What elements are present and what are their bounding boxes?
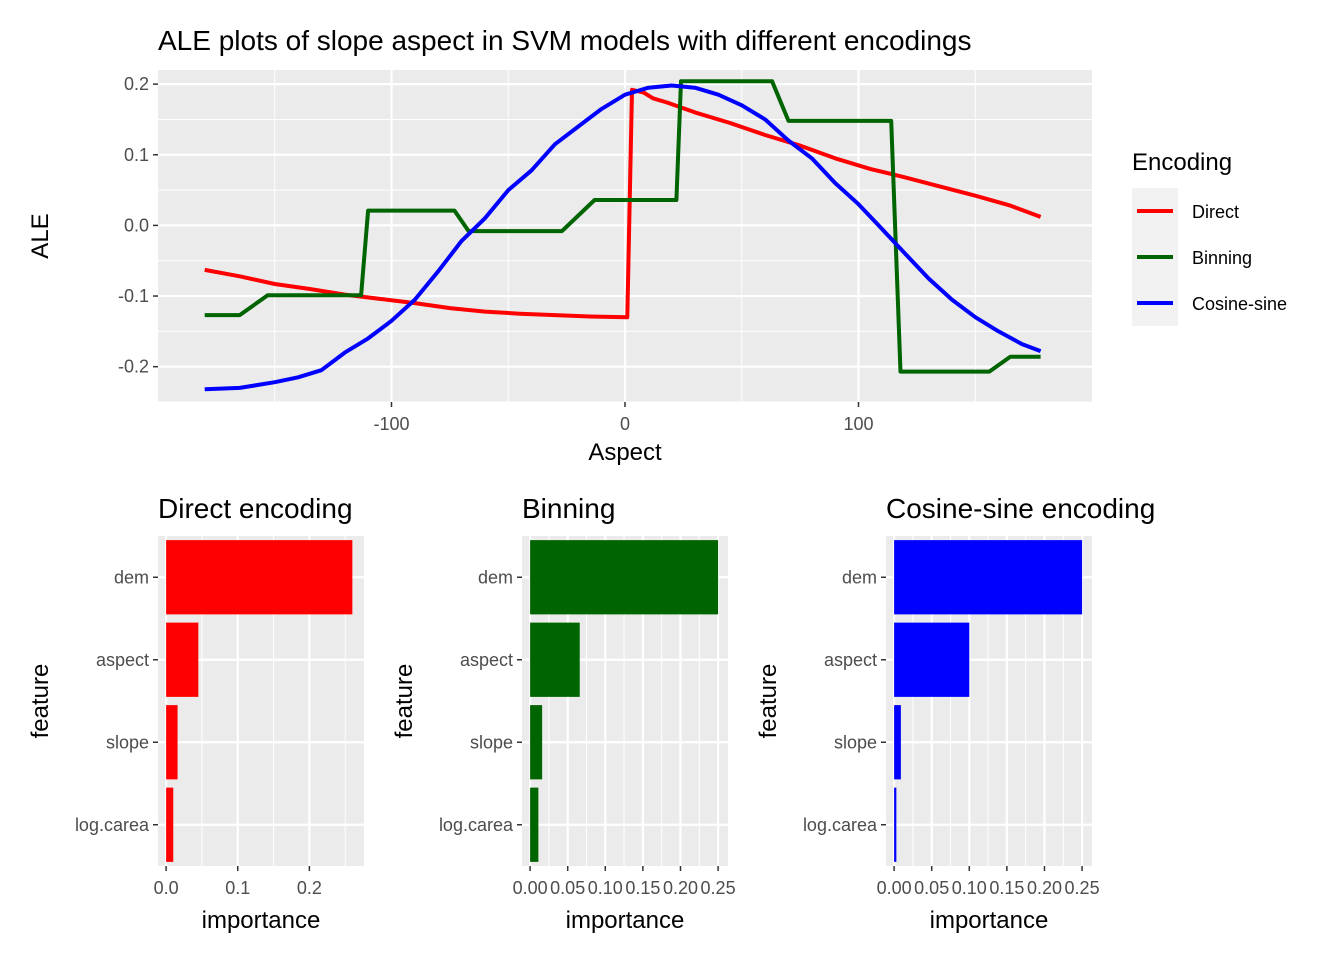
y-tick-label: log.carea	[75, 815, 150, 835]
y-tick-label: aspect	[96, 650, 149, 670]
legend-label-binning: Binning	[1192, 248, 1252, 268]
x-tick-label: 0.2	[297, 878, 322, 898]
series-line-cosine-sine	[204, 83, 1042, 392]
x-tick-label: 0.15	[989, 878, 1024, 898]
x-tick-label: 0.0	[154, 878, 179, 898]
x-tick-label: 0.20	[1027, 878, 1062, 898]
x-tick-label: 100	[843, 414, 873, 434]
panel-title: Binning	[522, 493, 615, 524]
x-tick-label: 0.05	[914, 878, 949, 898]
y-tick-label: 0.1	[124, 145, 149, 165]
y-tick-label: -0.1	[118, 286, 149, 306]
bar-aspect	[166, 622, 199, 697]
legend-title: Encoding	[1132, 149, 1232, 176]
legend-label-cosine-sine: Cosine-sine	[1192, 294, 1287, 314]
y-axis-label: feature	[391, 664, 418, 739]
x-tick-label: 0.00	[877, 878, 912, 898]
y-axis-label: ALE	[27, 213, 54, 258]
bar-dem	[894, 540, 1083, 615]
y-axis-label: feature	[755, 664, 782, 739]
y-tick-label: log.carea	[439, 815, 514, 835]
bar-slope	[530, 705, 543, 780]
y-tick-label: log.carea	[803, 815, 878, 835]
x-tick-label: 0.25	[701, 878, 736, 898]
panel-title: Cosine-sine encoding	[886, 493, 1155, 524]
x-axis-label: Aspect	[588, 439, 662, 466]
x-tick-label: 0.20	[663, 878, 698, 898]
legend-label-direct: Direct	[1192, 202, 1239, 222]
x-axis-label: importance	[202, 907, 321, 934]
x-tick-label: 0.10	[588, 878, 623, 898]
bar-log-carea	[166, 787, 174, 862]
y-tick-label: slope	[470, 732, 513, 752]
y-tick-label: slope	[834, 732, 877, 752]
ale-panel: -100 0 100 -0.2 -0.1 0.0 0.1 0.2 ALE plots of sl…	[27, 25, 1092, 466]
y-tick-label: aspect	[824, 650, 877, 670]
y-tick-label: aspect	[460, 650, 513, 670]
x-tick-label: 0.05	[550, 878, 585, 898]
y-tick-label: -0.2	[118, 357, 149, 377]
bar-slope	[166, 705, 178, 780]
bar-aspect	[894, 622, 970, 697]
x-tick-label: 0.00	[513, 878, 548, 898]
x-axis-label: importance	[930, 907, 1049, 934]
bar-dem	[530, 540, 719, 615]
importance-panel-cosine-sine: 0.00 0.05 0.10 0.15 0.20 0.25 dem aspect slope lo…	[755, 493, 1155, 934]
x-tick-label: 0.1	[225, 878, 250, 898]
x-tick-label: 0.15	[625, 878, 660, 898]
y-tick-label: 0.0	[124, 215, 149, 235]
panel-title: Direct encoding	[158, 493, 353, 524]
bar-log-carea	[894, 787, 897, 862]
legend: Encoding Direct Binning Cosine-sine	[1132, 149, 1287, 326]
x-axis-label: importance	[566, 907, 685, 934]
x-tick-label: 0	[620, 414, 630, 434]
bar-aspect	[530, 622, 580, 697]
importance-panel-direct: 0.0 0.1 0.2 dem aspect slope log.carea Direct e…	[27, 493, 364, 934]
bar-log-carea	[530, 787, 539, 862]
y-tick-label: 0.2	[124, 74, 149, 94]
y-tick-label: slope	[106, 732, 149, 752]
series-line-binning	[204, 79, 1041, 374]
importance-panel-binning: 0.00 0.05 0.10 0.15 0.20 0.25 dem aspect slope lo…	[391, 493, 736, 934]
y-axis-label: feature	[27, 664, 54, 739]
chart-title: ALE plots of slope aspect in SVM models …	[158, 25, 972, 56]
y-tick-label: dem	[842, 567, 877, 587]
y-tick-label: dem	[114, 567, 149, 587]
x-tick-label: 0.10	[952, 878, 987, 898]
x-tick-label: 0.25	[1065, 878, 1100, 898]
x-tick-label: -100	[373, 414, 409, 434]
bar-slope	[894, 705, 901, 780]
y-tick-label: dem	[478, 567, 513, 587]
bar-dem	[166, 540, 353, 615]
